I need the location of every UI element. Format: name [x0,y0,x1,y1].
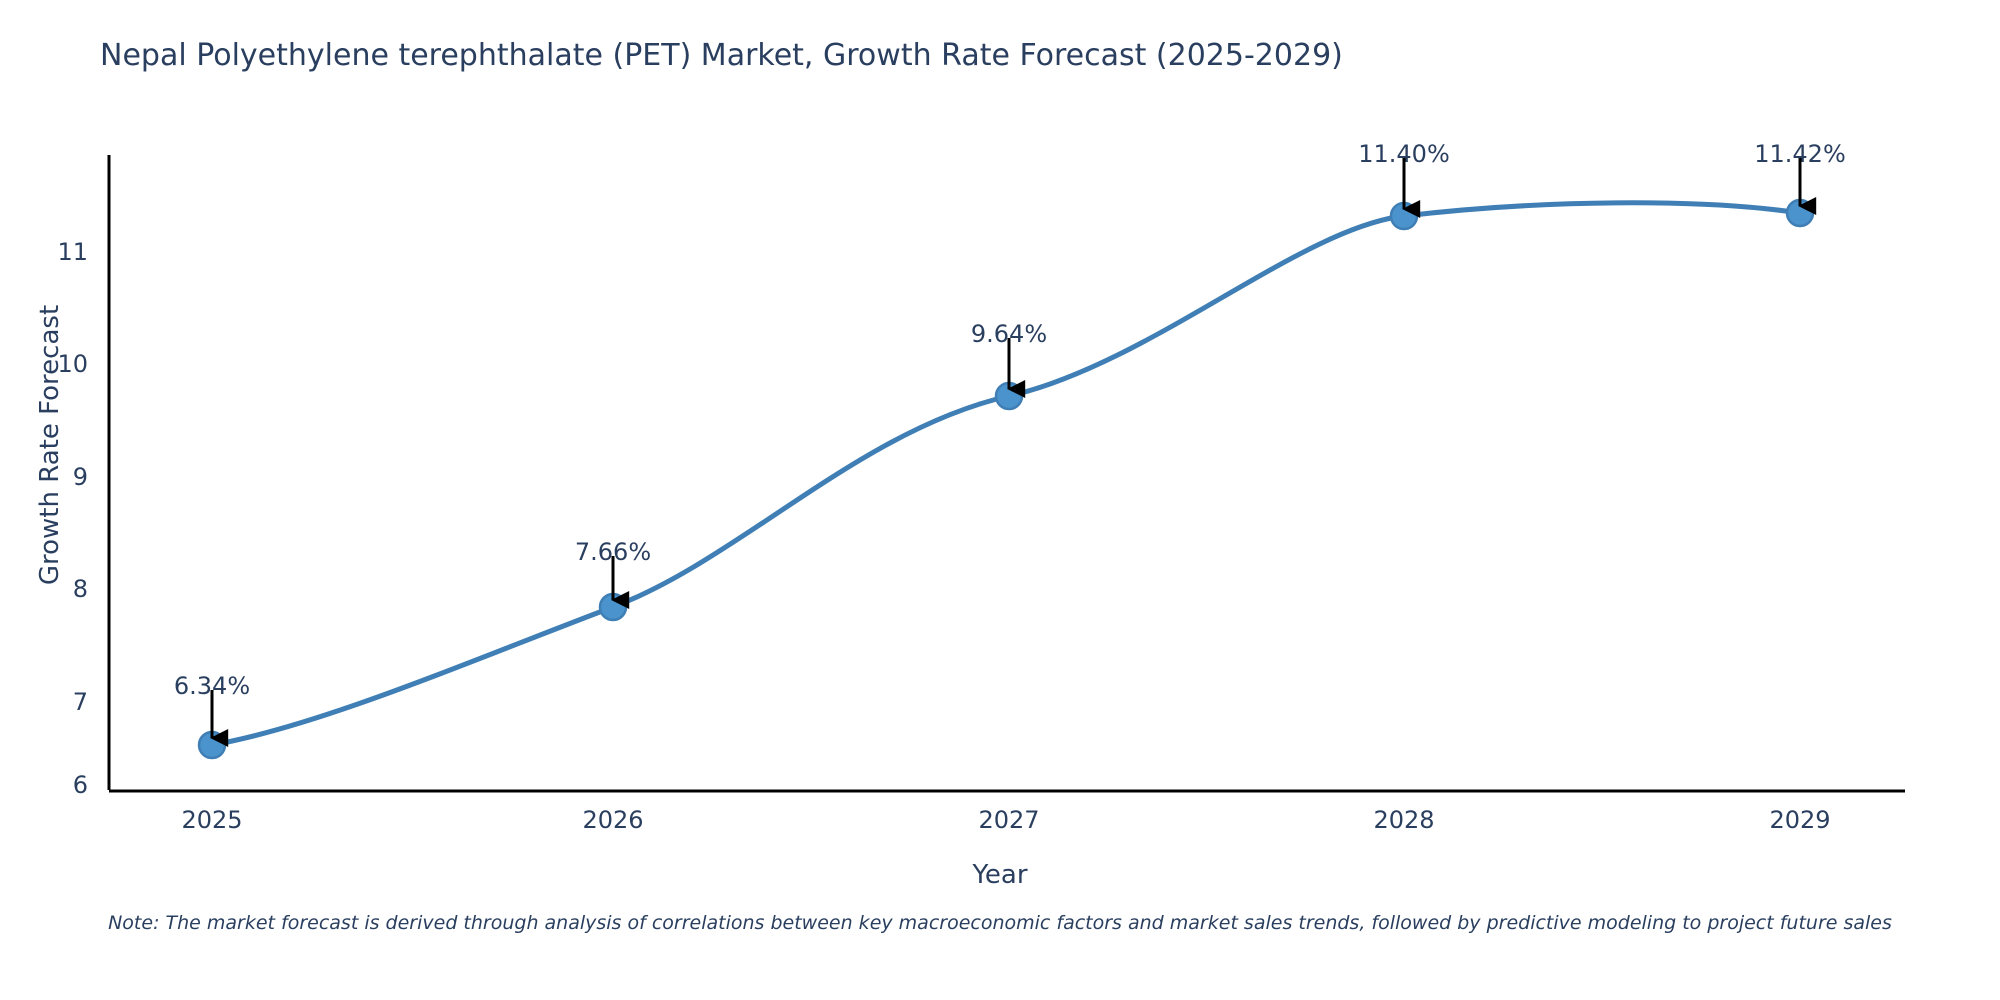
y-tick-label: 6 [72,771,88,799]
x-tick-label: 2025 [181,806,243,834]
x-tick-label: 2026 [582,806,644,834]
x-axis-title: Year [972,860,1028,890]
y-tick-label: 7 [72,688,88,716]
data-line-series-growth-rate-forecast [209,200,1803,748]
y-tick-label: 10 [57,350,88,378]
chart-footnote: Note: The market forecast is derived thr… [108,912,1892,934]
x-tick-label: 2029 [1769,806,1831,834]
y-tick-label: 11 [57,238,88,266]
y-tick-label: 8 [72,575,88,603]
y-tick-label: 9 [72,463,88,491]
x-tick-label: 2028 [1373,806,1435,834]
chart-title: Nepal Polyethylene terephthalate (PET) M… [100,38,1343,73]
x-tick-label: 2027 [978,806,1040,834]
